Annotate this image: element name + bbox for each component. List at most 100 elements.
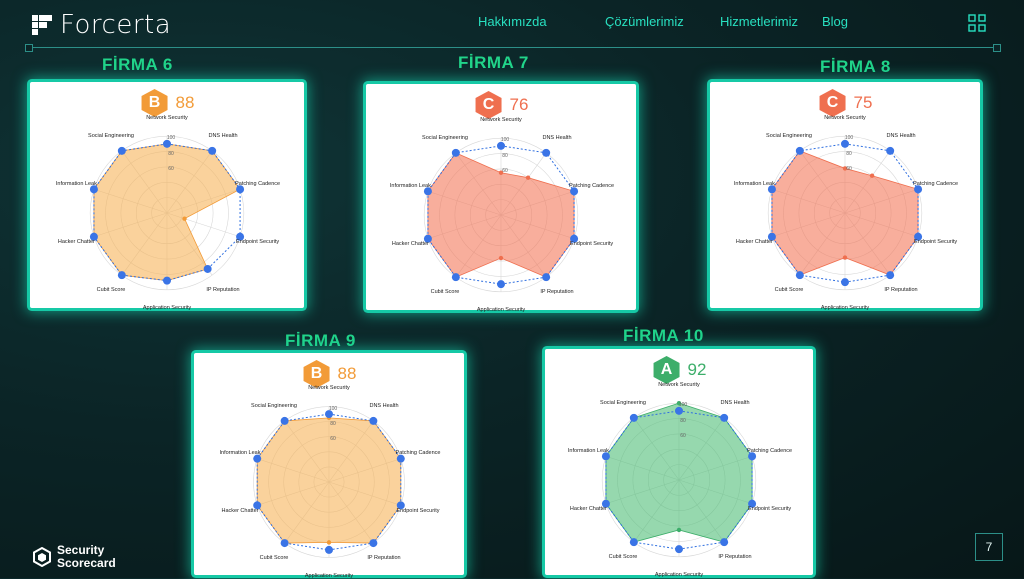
ring-tick-label: 100	[328, 405, 338, 412]
score-value: 76	[509, 95, 529, 114]
actual-series-area	[256, 417, 402, 544]
axis-label: Application Security	[304, 572, 354, 579]
ring-tick-label: 60	[168, 165, 174, 172]
benchmark-point	[497, 141, 505, 150]
grade-badge: C 76	[474, 90, 529, 120]
benchmark-point	[203, 264, 212, 273]
radar-chart	[253, 406, 405, 558]
benchmark-point	[767, 232, 776, 241]
axis-label: DNS Health	[886, 132, 916, 139]
brand-name: Forcerta	[60, 10, 172, 40]
forcerta-logo-icon	[32, 15, 52, 35]
benchmark-point	[841, 139, 849, 148]
axis-label: Social Engineering	[766, 132, 812, 139]
axis-label: Hacker Chatter	[569, 506, 607, 513]
benchmark-point	[423, 234, 432, 243]
ring-tick-label: 80	[680, 417, 686, 424]
grade-hex-icon: B	[302, 359, 332, 389]
score-value: 92	[687, 360, 707, 379]
axis-label: Endpoint Security	[570, 241, 614, 248]
top-bar: Forcerta Hakkımızda Çözümlerimiz Hizmetl…	[0, 0, 1024, 52]
axis-label: DNS Health	[720, 399, 750, 406]
axis-label: Network Security	[308, 385, 350, 392]
axis-label: Patching Cadence	[913, 180, 959, 187]
scorecard-logo-icon	[33, 547, 51, 567]
axis-label: Network Security	[146, 114, 188, 121]
grid-menu-icon[interactable]	[968, 14, 986, 32]
benchmark-point	[236, 232, 245, 241]
actual-point	[182, 216, 187, 221]
benchmark-point	[89, 232, 98, 241]
axis-label: Social Engineering	[88, 132, 134, 139]
score-value: 88	[337, 364, 357, 383]
nav-hakkimizda[interactable]: Hakkımızda	[478, 14, 547, 29]
axis-label: Social Engineering	[251, 403, 297, 410]
axis-label: Social Engineering	[600, 399, 646, 406]
radar-chart	[601, 400, 757, 558]
grade-hex-icon: A	[652, 355, 682, 385]
benchmark-point	[767, 185, 776, 194]
grade-badge: A 92	[652, 355, 707, 385]
axis-label: Social Engineering	[422, 134, 468, 141]
benchmark-point	[629, 538, 638, 547]
firm-title: FİRMA 8	[820, 57, 891, 76]
radar-chart	[767, 135, 923, 291]
ring-tick-label: 80	[502, 152, 508, 159]
benchmark-point	[675, 406, 683, 415]
axis-label: IP Reputation	[206, 287, 240, 294]
ring-tick-label: 60	[502, 167, 508, 174]
axis-label: IP Reputation	[718, 554, 752, 561]
header-divider	[25, 44, 1001, 52]
axis-label: Patching Cadence	[569, 182, 615, 189]
radar-card: C 76 Network Security DNS Health Patching Ca…	[366, 84, 636, 313]
axis-label: Hacker Chatter	[391, 241, 429, 248]
benchmark-point	[163, 139, 171, 148]
axis-label: Cubit Score	[774, 287, 804, 294]
nav-cozumlerimiz[interactable]: Çözümlerimiz	[605, 14, 684, 29]
benchmark-point	[325, 545, 333, 554]
ring-tick-label: 60	[680, 432, 686, 439]
nav-blog[interactable]: Blog	[822, 14, 849, 29]
axis-label: Information Leak	[219, 450, 261, 457]
ring-tick-label: 100	[500, 137, 510, 144]
actual-point	[498, 255, 504, 261]
benchmark-point	[748, 499, 757, 508]
benchmark-point	[369, 539, 378, 548]
radar-card: C 75 Network Security DNS Health Patching Ca…	[710, 82, 980, 311]
benchmark-point	[325, 410, 333, 419]
ring-tick-label: 80	[330, 420, 336, 427]
firm-title: FİRMA 6	[102, 55, 173, 74]
actual-point	[842, 166, 848, 171]
benchmark-point	[886, 271, 895, 280]
benchmark-point	[451, 148, 460, 157]
radar-card: A 92 Network Security DNS Health Patching Ca…	[545, 349, 813, 579]
benchmark-point	[841, 278, 849, 287]
brand-logo[interactable]: Forcerta	[32, 10, 171, 40]
grade-hex-icon: B	[140, 88, 170, 118]
benchmark-point	[720, 413, 729, 422]
grade-hex-icon: C	[818, 88, 848, 118]
grade-hex-icon: C	[474, 90, 504, 120]
ring-tick-label: 60	[330, 435, 336, 442]
axis-label: Endpoint Security	[748, 506, 792, 513]
firm-title: FİRMA 7	[458, 53, 529, 72]
firm-title: FİRMA 10	[623, 326, 704, 345]
actual-series-area	[93, 143, 241, 282]
axis-label: Cubit Score	[430, 289, 460, 296]
benchmark-point	[423, 187, 432, 196]
benchmark-point	[629, 413, 638, 422]
firm-title: FİRMA 9	[285, 331, 356, 350]
axis-label: Network Security	[824, 114, 866, 121]
scorecard-line2: Scorecard	[57, 556, 116, 570]
benchmark-point	[601, 452, 610, 461]
axis-label: Cubit Score	[608, 554, 638, 561]
nav-hizmetlerimiz[interactable]: Hizmetlerimiz	[720, 14, 798, 29]
radar-chart	[89, 135, 245, 291]
axis-label: IP Reputation	[884, 287, 918, 294]
axis-label: Application Security	[654, 572, 704, 579]
axis-label: Cubit Score	[96, 287, 126, 294]
score-value: 75	[853, 93, 873, 112]
benchmark-point	[117, 146, 126, 155]
grade-badge: C 75	[818, 88, 873, 118]
benchmark-point	[886, 146, 895, 155]
